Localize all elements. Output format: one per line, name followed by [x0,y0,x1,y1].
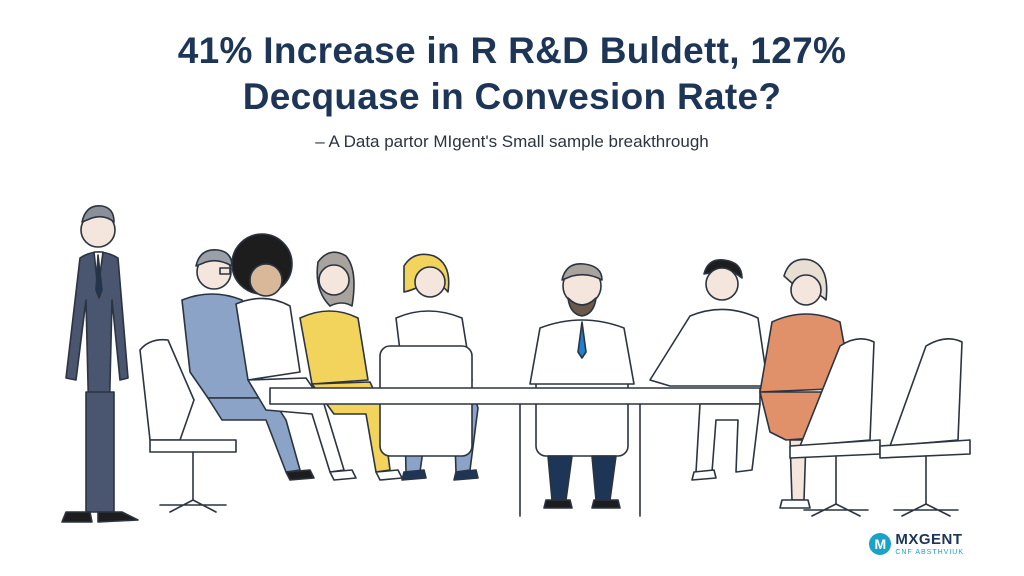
chair-right-1 [789,338,881,517]
chair-left-far [139,338,237,513]
logo-mark-icon: M [869,533,892,555]
logo-wordmark: MXGENT [895,531,963,548]
meeting-illustration [61,205,971,523]
chair-right-2 [879,338,971,517]
headline-line-2: Decquase in Convesion Rate? [242,76,782,117]
logo-tagline: CNF ABSTHVIUK [895,549,964,556]
seated-person-bearded-man [529,263,635,509]
brand-logo: M MXGENT CNF ABSTHVIUK [869,532,964,556]
standing-man [61,205,139,523]
subheadline: – A Data partor MIgent's Small sample br… [315,132,709,151]
logo-text: MXGENT CNF ABSTHVIUK [895,532,964,556]
seated-person-dark-hair [649,258,769,481]
headline-line-1: 41% Increase in R R&D Buldett, 127% [177,30,847,71]
headline: 41% Increase in R R&D Buldett, 127% Decq… [0,28,1024,120]
